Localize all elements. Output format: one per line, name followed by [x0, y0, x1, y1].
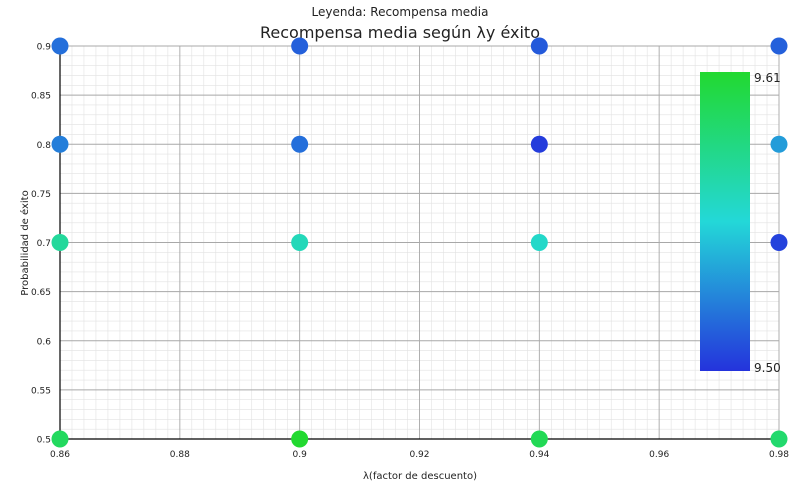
x-tick-labels: 0.86 0.88 0.9 0.92 0.94 0.96 0.98: [50, 450, 789, 460]
data-point: [51, 234, 69, 251]
y-tick-label: 0.5: [37, 436, 51, 446]
data-point: [291, 135, 309, 153]
x-tick-label: 0.86: [50, 450, 70, 460]
y-tick-label: 0.75: [31, 190, 51, 200]
data-point: [770, 135, 788, 153]
data-point: [291, 234, 309, 251]
data-points: [51, 37, 788, 448]
x-tick-label: 0.94: [529, 450, 549, 460]
colorbar-min-label: 9.50: [754, 361, 781, 375]
x-tick-label: 0.88: [170, 450, 190, 460]
data-point: [530, 135, 548, 153]
x-axis-label: λ(factor de descuento): [363, 471, 477, 482]
data-point: [530, 37, 548, 55]
data-point: [51, 135, 69, 153]
y-axis-label: Probabilidad de éxito: [19, 190, 31, 295]
y-tick-label: 0.8: [37, 141, 52, 151]
data-point: [291, 430, 309, 448]
data-point: [291, 37, 309, 55]
y-tick-label: 0.6: [37, 337, 52, 347]
x-tick-label: 0.92: [409, 450, 429, 460]
y-tick-label: 0.85: [31, 92, 51, 102]
colorbar-max-label: 9.61: [754, 71, 781, 85]
x-tick-label: 0.96: [649, 450, 669, 460]
data-point: [51, 430, 69, 448]
y-tick-label: 0.9: [37, 43, 52, 53]
x-tick-label: 0.9: [293, 450, 308, 460]
data-point: [530, 234, 548, 251]
data-point: [770, 234, 788, 251]
y-tick-label: 0.7: [37, 239, 51, 249]
y-tick-label: 0.55: [31, 386, 51, 396]
data-point: [770, 430, 788, 448]
chart-title: Recompensa media según λy éxito: [260, 23, 540, 42]
data-point: [51, 37, 69, 55]
colorbar: [700, 72, 750, 371]
data-point: [770, 37, 788, 55]
x-tick-label: 0.98: [769, 450, 789, 460]
y-tick-labels: 0.5 0.55 0.6 0.65 0.7 0.75 0.8 0.85 0.9: [31, 43, 51, 446]
y-tick-label: 0.65: [31, 288, 51, 298]
chart-subtitle: Leyenda: Recompensa media: [312, 5, 489, 19]
data-point: [530, 430, 548, 448]
